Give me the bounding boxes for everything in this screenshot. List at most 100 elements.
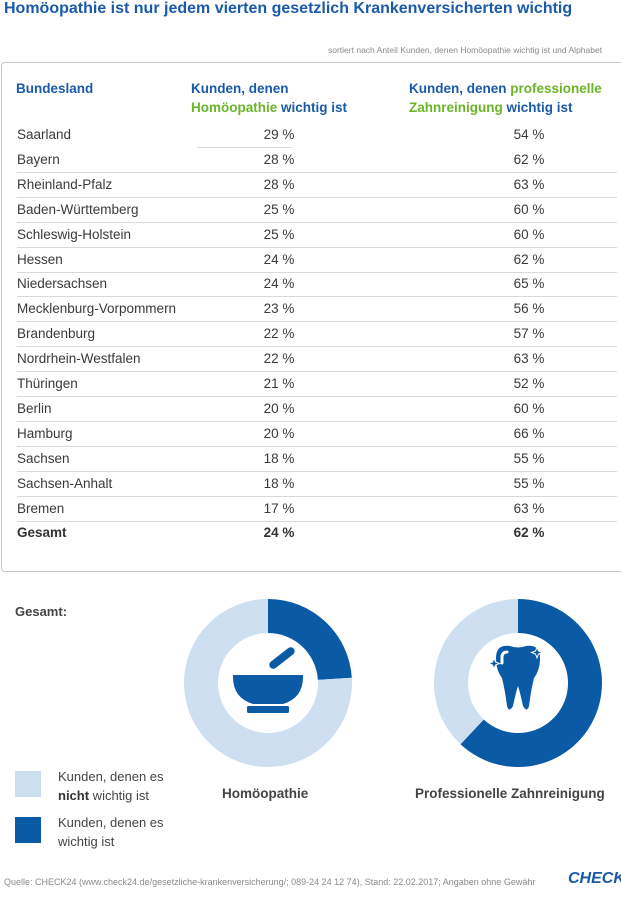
page-title: Homöopathie ist nur jedem vierten gesetz… [4, 0, 573, 17]
homoeopathie-value-cell: 24 % [263, 276, 295, 292]
table-row: Berlin 20 % 60 % [17, 398, 617, 422]
row-divider [17, 321, 617, 323]
table-row: Saarland 29 % 54 % [17, 124, 617, 148]
bundesland-cell: Baden-Württemberg [17, 201, 139, 217]
header-highlight: Homöopathie [191, 100, 278, 115]
table-row: Nordrhein-Westfalen 22 % 63 % [17, 348, 617, 373]
zahnreinigung-value-cell: 60 % [513, 226, 545, 242]
table-row: Brandenburg 22 % 57 % [17, 323, 617, 348]
table-row: Schleswig-Holstein 25 % 60 % [17, 224, 617, 248]
row-divider [17, 196, 617, 198]
table-row: Mecklenburg-Vorpommern 23 % 56 % [17, 298, 617, 323]
legend-text: wichtig ist [58, 834, 115, 849]
row-divider [17, 420, 617, 422]
row-divider [17, 296, 617, 298]
row-divider [17, 221, 617, 223]
zahnreinigung-value-cell: 66 % [513, 425, 545, 441]
header-highlight: Zahnreinigung [409, 100, 503, 115]
summary-label: Gesamt: [15, 604, 68, 619]
zahnreinigung-value-cell: 60 % [513, 201, 545, 217]
slice-nicht-wichtig [184, 599, 352, 767]
sparkling-tooth-icon [487, 645, 544, 710]
legend-text: Kunden, denen es [58, 769, 164, 784]
homoeopathie-value-cell: 20 % [263, 425, 295, 441]
bundesland-cell: Brandenburg [17, 326, 96, 342]
homoeopathie-value-cell: 21 % [263, 376, 295, 391]
homoeopathie-value-cell: 24 % [263, 251, 295, 267]
zahnreinigung-value-cell: 62 % [513, 525, 545, 541]
zahnreinigung-donut-chart [433, 599, 602, 767]
legend-text: Kunden, denen es [58, 815, 164, 830]
legend-swatch-not-important [15, 771, 41, 797]
zahnreinigung-value-cell: 65 % [513, 276, 545, 292]
homoeopathie-value-cell: 24 % [263, 525, 295, 541]
column-header-zahnreinigung: Kunden, denen professionelle Zahnreinigu… [409, 79, 602, 117]
zahnreinigung-value-cell: 54 % [513, 127, 545, 142]
donut-slices [433, 599, 602, 767]
row-divider [17, 445, 617, 447]
source-footer: Quelle: CHECK24 (www.check24.de/gesetzli… [4, 877, 536, 887]
row-divider [17, 346, 617, 348]
bundesland-cell: Hamburg [17, 425, 73, 441]
bundesland-cell: Saarland [17, 127, 72, 142]
header-highlight: professionelle [510, 81, 602, 96]
row-divider [197, 147, 292, 148]
zahnreinigung-value-cell: 52 % [513, 376, 545, 391]
bundesland-cell: Berlin [17, 400, 52, 416]
column-header-bundesland: Bundesland [16, 81, 94, 96]
table-row: Bremen 17 % 63 % [17, 498, 617, 522]
legend-swatch-important [15, 817, 41, 843]
column-header-homoeopathie: Kunden, denen Homöopathie wichtig ist [191, 79, 347, 117]
row-divider [17, 520, 617, 522]
homoeopathie-value-cell: 22 % [263, 326, 295, 342]
zahnreinigung-value-cell: 55 % [513, 475, 545, 491]
zahnreinigung-value-cell: 63 % [513, 176, 545, 192]
homoeopathie-value-cell: 20 % [263, 400, 295, 416]
homoeopathie-value-cell: 23 % [263, 301, 295, 317]
bundesland-cell: Sachsen [17, 450, 70, 466]
donut-slices [184, 599, 352, 767]
zahnreinigung-value-cell: 57 % [513, 326, 545, 342]
row-divider [17, 246, 617, 248]
table-row: Baden-Württemberg 25 % 60 % [17, 199, 617, 223]
header-text: wichtig ist [277, 100, 348, 115]
bundesland-cell: Gesamt [17, 525, 67, 541]
donut-label-zahnreinigung: Professionelle Zahnreinigung [415, 786, 605, 801]
table-row: Rheinland-Pfalz 28 % 63 % [17, 174, 617, 198]
bundesland-cell: Sachsen-Anhalt [17, 475, 113, 491]
bundesland-cell: Nordrhein-Westfalen [17, 351, 141, 367]
header-text: wichtig ist [502, 100, 573, 115]
zahnreinigung-value-cell: 62 % [513, 151, 545, 167]
homoeopathie-value-cell: 18 % [263, 475, 295, 491]
sort-note: sortiert nach Anteil Kunden, denen Homöo… [328, 45, 603, 55]
homoeopathie-value-cell: 29 % [263, 127, 295, 142]
homoeopathie-value-cell: 25 % [263, 201, 295, 217]
bundesland-cell: Hessen [17, 251, 63, 267]
zahnreinigung-value-cell: 60 % [513, 400, 545, 416]
row-divider [17, 396, 617, 397]
table-row: Hessen 24 % 62 % [17, 249, 617, 273]
zahnreinigung-value-cell: 63 % [513, 500, 545, 516]
legend-label-important: Kunden, denen es wichtig ist [58, 813, 164, 851]
donut-label-homoeopathie: Homöopathie [222, 786, 309, 801]
data-table: Bundesland Kunden, denen Homöopathie wic… [1, 62, 621, 572]
table-row: Niedersachsen 24 % 65 % [17, 273, 617, 298]
row-divider [17, 470, 617, 472]
table-row: Thüringen 21 % 52 % [17, 373, 617, 397]
legend-label-not-important: Kunden, denen es nicht wichtig ist [58, 767, 164, 805]
homoeopathie-value-cell: 28 % [263, 151, 295, 167]
bundesland-cell: Niedersachsen [17, 276, 108, 292]
row-divider [17, 271, 617, 273]
check24-logo: CHECK24 [568, 870, 621, 887]
bundesland-cell: Rheinland-Pfalz [17, 176, 113, 192]
bundesland-cell: Schleswig-Holstein [17, 226, 132, 242]
homoeopathie-value-cell: 28 % [263, 176, 295, 192]
homoeopathie-value-cell: 22 % [263, 351, 295, 367]
slice-nicht-wichtig [433, 599, 518, 745]
bundesland-cell: Mecklenburg-Vorpommern [17, 301, 177, 317]
zahnreinigung-value-cell: 62 % [513, 251, 545, 267]
homoeopathie-value-cell: 17 % [263, 500, 295, 516]
legend-bold-text: nicht [58, 788, 90, 803]
slice-wichtig [460, 599, 602, 767]
zahnreinigung-value-cell: 55 % [513, 450, 545, 466]
